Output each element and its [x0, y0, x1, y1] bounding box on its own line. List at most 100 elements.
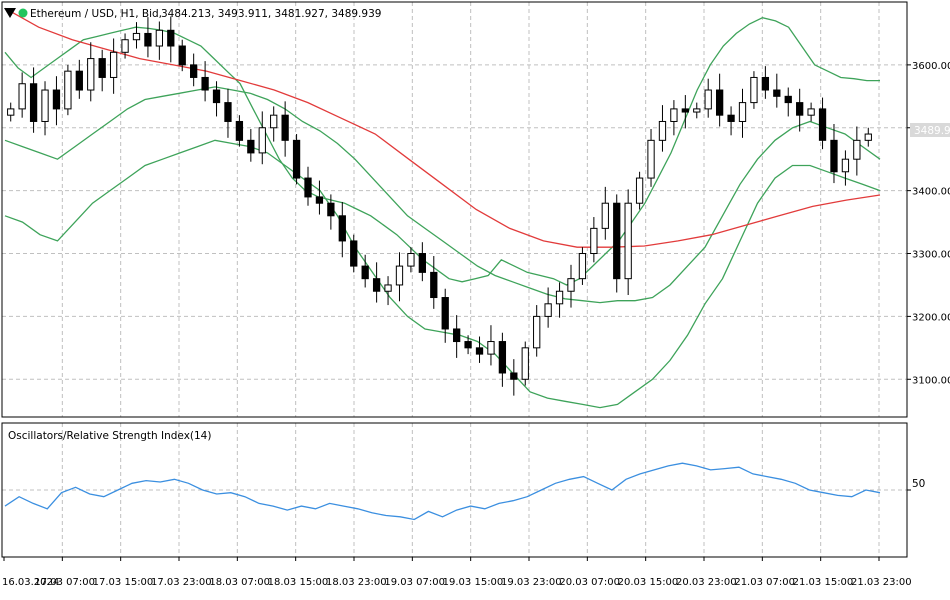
- candle-body: [750, 76, 758, 104]
- candle-body: [201, 76, 209, 91]
- candle-body: [384, 284, 392, 292]
- x-tick-label: 21.03 23:00: [851, 577, 912, 588]
- candle-body: [533, 315, 541, 349]
- candle-body: [796, 102, 804, 116]
- x-tick-label: 21.03 15:00: [793, 577, 854, 588]
- candle-body: [853, 139, 861, 160]
- candle-body: [41, 89, 49, 122]
- candle-body: [773, 89, 781, 97]
- candle-body: [521, 347, 529, 380]
- candle-body: [418, 253, 426, 273]
- x-tick-label: 20.03 15:00: [618, 577, 679, 588]
- candle-body: [590, 227, 598, 255]
- candle-body: [270, 114, 278, 129]
- candle-body: [864, 133, 872, 141]
- x-tick-label: 17.03 15:00: [93, 577, 154, 588]
- x-tick-label: 19.03 15:00: [443, 577, 504, 588]
- candle-body: [544, 303, 552, 317]
- rsi-polyline: [4, 462, 881, 521]
- candle-body: [167, 29, 175, 47]
- candle-body: [247, 139, 255, 154]
- rsi-line: [4, 462, 881, 521]
- candle-body: [807, 108, 815, 116]
- candle-body: [578, 253, 587, 280]
- candle-body: [87, 58, 95, 91]
- candle-body: [818, 108, 827, 141]
- candle-body: [487, 341, 495, 355]
- candle-body: [258, 127, 266, 154]
- candle-body: [475, 347, 484, 355]
- candle-body: [29, 83, 38, 122]
- candle-body: [109, 51, 118, 78]
- candle-body: [727, 114, 735, 122]
- x-tick-label: 21.03 07:00: [734, 577, 795, 588]
- candle-body: [498, 341, 507, 374]
- candle-body: [292, 139, 301, 179]
- candle-body: [738, 102, 747, 122]
- candle-body: [350, 240, 358, 267]
- candle-body: [75, 70, 83, 91]
- candle-body: [704, 89, 712, 110]
- bollinger-upper: [4, 17, 880, 286]
- y-tick-label: 3200.00: [912, 312, 950, 323]
- candle-body: [464, 341, 472, 349]
- candle-body: [132, 32, 141, 41]
- candle-body: [7, 108, 15, 116]
- candle-body: [441, 297, 449, 330]
- symbol-title: Ethereum / USD, H1, Bid,: [30, 8, 162, 20]
- candle-body: [361, 265, 369, 280]
- candle-body: [155, 29, 164, 47]
- candle-body: [693, 108, 701, 113]
- candle-body: [121, 39, 129, 53]
- y-tick-label: 3400.00: [912, 187, 950, 198]
- candle-body: [841, 158, 850, 173]
- candle-body: [830, 139, 838, 173]
- moving-average: [4, 7, 881, 248]
- candle-body: [338, 215, 346, 242]
- candle-body: [395, 265, 404, 286]
- candle-body: [235, 120, 244, 141]
- candle-body: [224, 102, 232, 122]
- candle-body: [144, 32, 152, 47]
- candle-body: [281, 114, 289, 141]
- y-tick-label: 3600.00: [912, 61, 950, 72]
- main-frame: [1, 1, 908, 418]
- x-tick-label: 17.03 07:00: [34, 577, 95, 588]
- x-tick-label: 20.03 23:00: [676, 577, 737, 588]
- candle-body: [178, 45, 186, 66]
- moving-average-line: [4, 7, 881, 248]
- y-tick-label: 3100.00: [912, 375, 950, 386]
- candle-body: [327, 202, 335, 217]
- candle-body: [64, 70, 72, 110]
- candle-body: [761, 76, 770, 91]
- price-tag-box: [910, 123, 950, 137]
- rsi-level-label: 50: [912, 478, 925, 490]
- down-arrow-icon: [4, 8, 16, 18]
- candle-body: [372, 278, 381, 292]
- price-tag-value: 3489.939: [914, 125, 950, 137]
- candle-body: [430, 271, 438, 299]
- x-tick-label: 18.03 23:00: [326, 577, 387, 588]
- candle-body: [212, 89, 221, 104]
- bollinger-bands: [4, 17, 881, 409]
- candle-body: [315, 196, 324, 204]
- candle-body: [567, 278, 575, 292]
- candle-body: [601, 202, 609, 229]
- candle-body: [715, 89, 724, 116]
- x-tick-label: 20.03 07:00: [559, 577, 620, 588]
- chart-header: Ethereum / USD, H1, Bid, 3484.213, 3493.…: [4, 8, 381, 20]
- candle-body: [555, 290, 564, 305]
- candle-body: [304, 177, 312, 198]
- current-price-tag: 3489.939: [910, 123, 950, 137]
- x-tick-label: 17.03 23:00: [151, 577, 212, 588]
- candle-body: [52, 89, 61, 110]
- y-tick-label: 3300.00: [912, 250, 950, 261]
- bollinger-middle: [4, 86, 881, 304]
- candle-body: [613, 202, 621, 280]
- candle-body: [98, 58, 106, 78]
- candle-body: [647, 139, 655, 179]
- candle-body: [453, 328, 461, 343]
- ohlc-values: 3484.213, 3493.911, 3481.927, 3489.939: [161, 8, 381, 20]
